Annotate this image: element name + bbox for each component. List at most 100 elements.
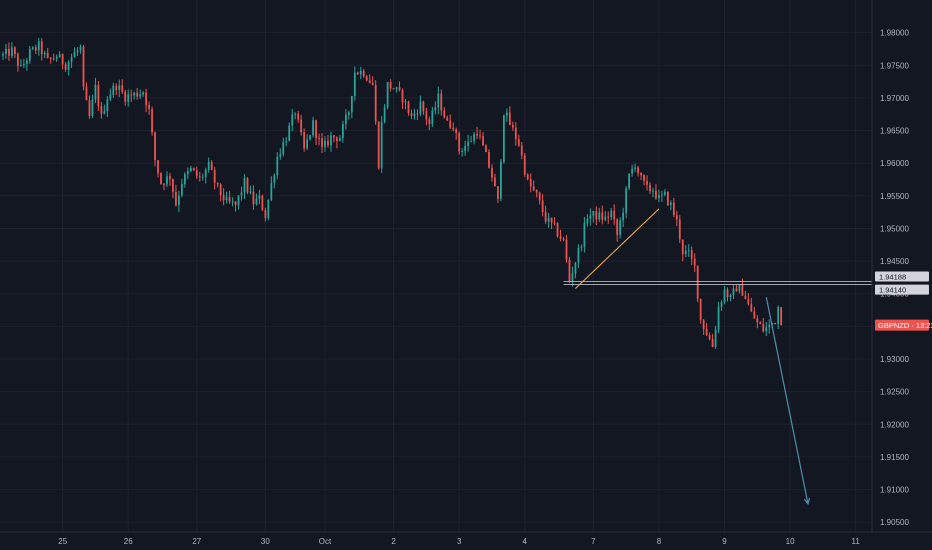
candle-body bbox=[565, 239, 568, 260]
candle-body bbox=[735, 288, 738, 292]
candle-body bbox=[37, 41, 40, 51]
candle-body bbox=[482, 136, 484, 146]
y-tick-label: 1.98000 bbox=[880, 29, 909, 38]
candle-body bbox=[97, 85, 100, 107]
candle-body bbox=[219, 184, 222, 195]
candle-body bbox=[249, 191, 252, 193]
candle-body bbox=[774, 322, 777, 324]
candle-body bbox=[494, 177, 496, 187]
candle-body bbox=[541, 200, 544, 212]
y-tick-label: 1.95000 bbox=[880, 224, 909, 233]
candle-body bbox=[154, 132, 156, 161]
candle-body bbox=[723, 289, 726, 303]
candle-body bbox=[780, 307, 783, 326]
candle-body bbox=[553, 222, 556, 224]
candle-body bbox=[571, 273, 574, 282]
candle-body bbox=[631, 168, 633, 174]
candle-body bbox=[643, 175, 645, 181]
x-tick-label: 30 bbox=[261, 537, 270, 546]
candle-body bbox=[574, 262, 577, 274]
candle-body bbox=[410, 113, 413, 116]
candle-body bbox=[91, 99, 94, 117]
candle-body bbox=[362, 70, 365, 77]
candle-body bbox=[687, 250, 690, 252]
candle-body bbox=[255, 198, 258, 205]
candle-body bbox=[19, 65, 22, 67]
candle-body bbox=[151, 108, 153, 133]
candle-body bbox=[130, 94, 133, 96]
time-axis[interactable]: 25 26 27 30 Oct 2 3 4 7 8 9 10 11 bbox=[58, 537, 860, 546]
candle-body bbox=[443, 110, 446, 118]
candle-body bbox=[661, 194, 663, 196]
candle-body bbox=[449, 120, 452, 128]
x-tick-label: 27 bbox=[192, 537, 201, 546]
candle-body bbox=[118, 85, 121, 90]
candle-body bbox=[428, 119, 431, 125]
candle-body bbox=[595, 210, 598, 220]
candle-body bbox=[500, 161, 502, 199]
candle-body bbox=[392, 88, 395, 90]
candle-body bbox=[613, 210, 616, 220]
candle-body bbox=[186, 171, 189, 175]
grid-lines bbox=[0, 0, 872, 532]
candle-body bbox=[491, 167, 493, 178]
candle-body bbox=[467, 141, 470, 147]
candle-body bbox=[747, 298, 750, 305]
x-tick-label: 4 bbox=[523, 537, 528, 546]
candle-body bbox=[729, 294, 732, 298]
candle-body bbox=[288, 125, 291, 142]
level-price-tag-label: 1.94140 bbox=[879, 286, 906, 295]
candle-body bbox=[341, 123, 344, 139]
candle-body bbox=[464, 146, 467, 152]
candle-body bbox=[300, 119, 303, 133]
level-price-tag bbox=[875, 284, 929, 295]
candle-body bbox=[675, 215, 678, 220]
candle-body bbox=[368, 80, 371, 83]
candle-body bbox=[189, 167, 192, 172]
candle-body bbox=[544, 211, 547, 222]
candle-body bbox=[73, 52, 76, 58]
candle-body bbox=[252, 191, 255, 205]
candle-body bbox=[121, 85, 124, 92]
candle-body bbox=[440, 93, 443, 111]
candle-body bbox=[479, 135, 481, 137]
candle-body bbox=[11, 47, 13, 56]
candle-body bbox=[649, 184, 651, 192]
candle-body bbox=[374, 85, 377, 122]
candle-body bbox=[726, 289, 729, 298]
candle-body bbox=[318, 137, 320, 139]
candle-body bbox=[461, 151, 464, 153]
candle-body bbox=[547, 217, 550, 222]
forecast-arrow-line[interactable] bbox=[765, 296, 809, 505]
candle-body bbox=[604, 216, 607, 220]
candle-body bbox=[306, 139, 309, 149]
candle-body bbox=[106, 99, 109, 112]
candle-body bbox=[17, 53, 19, 66]
trend-line[interactable] bbox=[575, 208, 660, 289]
candle-body bbox=[58, 54, 61, 58]
y-tick-label: 1.92500 bbox=[880, 388, 909, 397]
candle-body bbox=[231, 201, 234, 203]
candle-body bbox=[347, 112, 350, 115]
candle-body bbox=[216, 182, 219, 185]
candle-body bbox=[222, 194, 225, 201]
candle-body bbox=[693, 258, 696, 266]
candle-body bbox=[580, 246, 583, 248]
candle-body bbox=[517, 139, 520, 146]
candle-body bbox=[711, 339, 714, 348]
candle-body bbox=[437, 93, 440, 108]
level-price-tag bbox=[875, 271, 929, 282]
candle-body bbox=[5, 48, 7, 54]
candle-body bbox=[470, 141, 472, 143]
candle-body bbox=[100, 106, 103, 114]
candle-body bbox=[285, 141, 288, 143]
candle-body bbox=[473, 133, 475, 142]
candle-body bbox=[714, 329, 717, 348]
candle-body bbox=[22, 64, 25, 66]
candle-body bbox=[267, 199, 270, 219]
candle-body bbox=[458, 132, 461, 152]
y-tick-label: 1.97500 bbox=[880, 61, 909, 70]
candle-body bbox=[166, 176, 168, 185]
